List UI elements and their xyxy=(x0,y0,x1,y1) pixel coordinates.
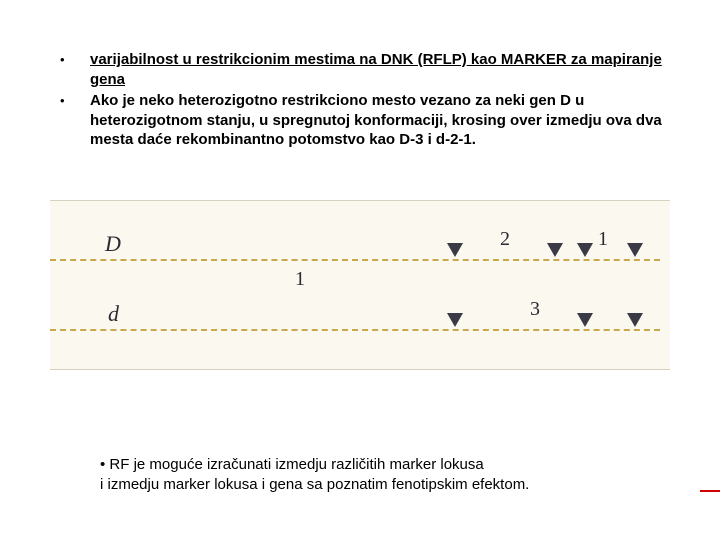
restriction-site-icon xyxy=(447,313,463,327)
bullet-list: • varijabilnost u restrikcionim mestima … xyxy=(50,50,670,150)
footer-line: • RF je moguće izračunati izmedju različ… xyxy=(100,455,680,475)
segment-label: 3 xyxy=(530,298,540,321)
bullet-marker: • xyxy=(60,50,90,89)
bullet-marker: • xyxy=(60,91,90,150)
corner-accent xyxy=(700,490,720,492)
segment-label: 1 xyxy=(295,268,305,291)
bullet-item: • Ako je neko heterozigotno restrikciono… xyxy=(60,91,670,150)
restriction-site-icon xyxy=(577,313,593,327)
segment-label: 1 xyxy=(598,228,608,251)
slide: • varijabilnost u restrikcionim mestima … xyxy=(0,0,720,540)
restriction-site-icon xyxy=(627,313,643,327)
restriction-site-icon xyxy=(547,243,563,257)
footer-line: i izmedju marker lokusa i gena sa poznat… xyxy=(100,475,680,495)
allele-label: d xyxy=(108,301,119,327)
restriction-site-icon xyxy=(627,243,643,257)
allele-label: D xyxy=(105,231,121,257)
bullet-text: Ako je neko heterozigotno restrikciono m… xyxy=(90,91,670,150)
rflp-diagram: D 2 1 d 3 1 xyxy=(50,200,670,370)
bullet-item: • varijabilnost u restrikcionim mestima … xyxy=(60,50,670,89)
restriction-site-icon xyxy=(447,243,463,257)
chromosome-line xyxy=(50,259,660,261)
segment-label: 2 xyxy=(500,228,510,251)
chromosome-line xyxy=(50,329,660,331)
bullet-text: varijabilnost u restrikcionim mestima na… xyxy=(90,50,670,89)
restriction-site-icon xyxy=(577,243,593,257)
footer-note: • RF je moguće izračunati izmedju različ… xyxy=(90,449,690,500)
